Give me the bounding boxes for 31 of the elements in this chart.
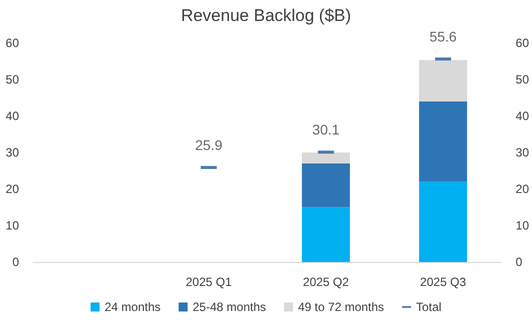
bar	[302, 207, 350, 262]
legend-label: 49 to 72 months	[298, 300, 384, 314]
y-tick-label: 20	[6, 182, 20, 196]
data-label: 55.6	[429, 28, 457, 45]
y2-tick-label: 40	[516, 109, 530, 123]
bar	[302, 152, 350, 164]
y2-tick-label: 50	[516, 72, 530, 86]
y-tick-label: 0	[12, 255, 20, 269]
y2-tick-label: 60	[516, 36, 530, 50]
bar	[419, 101, 468, 182]
x-tick-label: 2025 Q2	[302, 275, 350, 289]
legend-label: Total	[416, 300, 442, 314]
x-tick-label: 2025 Q3	[420, 275, 466, 289]
y2-tick-label: 20	[516, 182, 530, 196]
y-tick-label: 60	[6, 36, 20, 50]
data-label: 30.1	[312, 122, 340, 138]
bar	[302, 163, 350, 208]
legend-label: 25-48 months	[192, 300, 266, 314]
y-tick-label: 10	[6, 218, 20, 232]
y-tick-label: 30	[6, 146, 20, 160]
chart-title: Revenue Backlog ($B)	[180, 6, 352, 25]
y2-tick-label: 0	[516, 255, 523, 269]
y-tick-label: 50	[6, 72, 20, 86]
bar	[419, 182, 468, 262]
legend-label: 24 months	[104, 300, 161, 314]
y-tick-label: 40	[6, 109, 20, 123]
x-tick-label: 2025 Q1	[186, 275, 232, 289]
y2-tick-label: 30	[516, 146, 530, 160]
data-label: 25.9	[195, 136, 223, 153]
y2-tick-label: 10	[516, 218, 530, 232]
bar	[419, 60, 468, 102]
